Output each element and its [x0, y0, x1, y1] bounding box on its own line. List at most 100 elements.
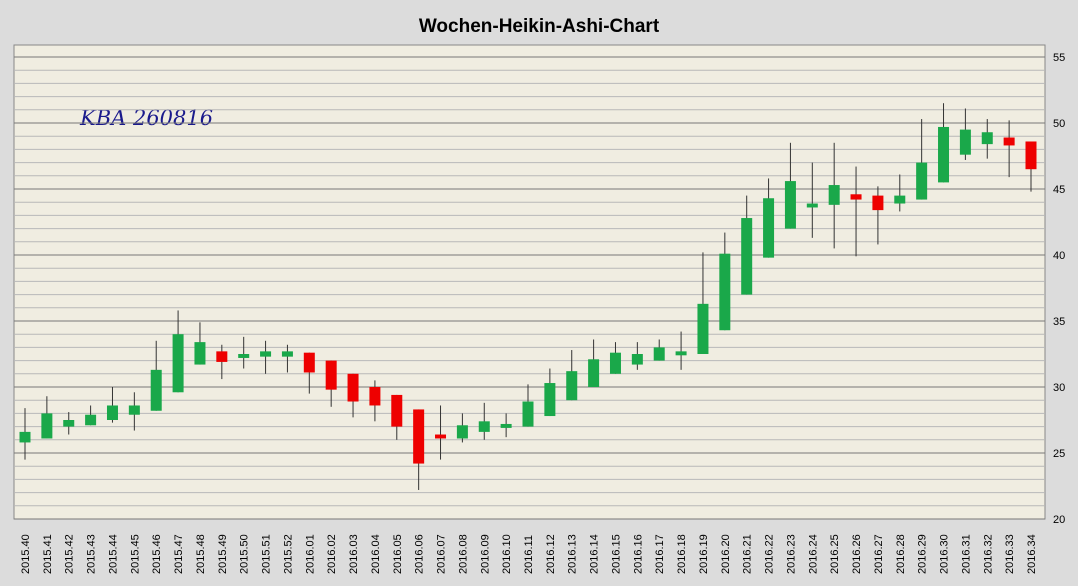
x-tick-label: 2016.06	[414, 534, 426, 574]
candle-body	[216, 351, 228, 362]
candle-body	[128, 405, 140, 415]
candle-body	[631, 354, 643, 365]
candle-body	[63, 420, 75, 427]
candle-body	[1003, 137, 1015, 146]
x-tick-label: 2016.02	[326, 534, 338, 574]
x-tick-label: 2016.27	[873, 534, 885, 574]
x-tick-label: 2016.17	[654, 534, 666, 574]
candle-body	[806, 203, 818, 208]
candle-body	[238, 354, 250, 358]
candle-body	[391, 394, 403, 427]
y-tick-label: 20	[1053, 514, 1065, 526]
candle-body	[566, 371, 578, 401]
x-tick-label: 2016.10	[501, 534, 513, 574]
candle-body	[697, 303, 709, 354]
candle-body	[894, 195, 906, 204]
x-tick-label: 2016.33	[1004, 534, 1016, 574]
candle-body	[281, 351, 293, 357]
y-tick-label: 35	[1053, 316, 1065, 328]
candle-body	[675, 351, 687, 356]
y-tick-label: 55	[1053, 52, 1065, 64]
x-tick-label: 2016.15	[610, 534, 622, 574]
candle-body	[522, 401, 534, 427]
x-tick-label: 2016.01	[304, 534, 316, 574]
candle-body	[41, 413, 53, 439]
x-tick-label: 2016.29	[917, 534, 929, 574]
x-tick-label: 2016.21	[742, 534, 754, 574]
candle-body	[741, 218, 753, 295]
candle-body	[456, 425, 468, 439]
x-tick-label: 2015.42	[64, 534, 76, 574]
candle-body	[653, 347, 665, 361]
x-tick-label: 2016.20	[720, 534, 732, 574]
x-tick-label: 2016.11	[523, 535, 535, 574]
x-tick-label: 2015.48	[195, 534, 207, 574]
x-tick-label: 2016.08	[457, 534, 469, 574]
candle-body	[763, 198, 775, 258]
x-tick-label: 2016.16	[632, 534, 644, 574]
x-tick-label: 2016.30	[939, 534, 951, 574]
x-tick-label: 2016.25	[829, 534, 841, 574]
y-tick-label: 25	[1053, 448, 1065, 460]
candle-body	[85, 414, 97, 426]
candle-body	[1025, 141, 1037, 170]
x-tick-label: 2015.41	[42, 534, 54, 574]
candle-body	[150, 369, 162, 411]
x-tick-label: 2015.43	[86, 534, 98, 574]
x-tick-label: 2016.31	[960, 534, 972, 574]
x-tick-label: 2016.05	[392, 534, 404, 574]
candle-body	[194, 342, 206, 365]
candle-body	[435, 434, 447, 439]
x-tick-label: 2016.09	[479, 534, 491, 574]
x-tick-label: 2016.28	[895, 534, 907, 574]
x-tick-label: 2016.32	[982, 534, 994, 574]
y-tick-label: 30	[1053, 382, 1065, 394]
x-tick-label: 2016.26	[851, 534, 863, 574]
candle-body	[609, 352, 621, 374]
candle-body	[784, 181, 796, 229]
candle-body	[303, 352, 315, 373]
x-tick-label: 2016.03	[348, 534, 360, 574]
candle-body	[959, 129, 971, 155]
candle-body	[19, 431, 31, 443]
candle-body	[478, 421, 490, 432]
x-tick-label: 2015.40	[20, 534, 32, 574]
x-tick-label: 2016.34	[1026, 534, 1038, 574]
candle-body	[719, 253, 731, 331]
candle-body	[916, 162, 928, 200]
x-tick-label: 2016.12	[545, 534, 557, 574]
candle-body	[544, 383, 556, 417]
x-tick-label: 2015.52	[282, 534, 294, 574]
x-tick-label: 2016.23	[785, 534, 797, 574]
candle-body	[500, 423, 512, 428]
x-tick-label: 2015.46	[151, 534, 163, 574]
candle-body	[106, 405, 118, 420]
candle-body	[347, 373, 359, 402]
x-tick-label: 2015.47	[173, 534, 185, 574]
candle-body	[413, 409, 425, 464]
x-tick-label: 2016.24	[807, 534, 819, 574]
candle-body	[850, 194, 862, 200]
candle-body	[938, 126, 950, 183]
candle-body	[369, 387, 381, 406]
candle-body	[828, 185, 840, 205]
y-tick-label: 45	[1053, 184, 1065, 196]
x-tick-label: 2015.44	[107, 534, 119, 574]
x-tick-label: 2016.22	[764, 534, 776, 574]
candle-body	[981, 132, 993, 145]
x-tick-label: 2016.19	[698, 534, 710, 574]
candle-body	[260, 351, 272, 357]
x-tick-label: 2015.45	[129, 534, 141, 574]
y-tick-label: 50	[1053, 118, 1065, 130]
candle-body	[588, 359, 600, 387]
x-tick-label: 2016.14	[589, 534, 601, 574]
candle-body	[325, 360, 337, 390]
candle-body	[872, 195, 884, 211]
x-tick-label: 2016.18	[676, 534, 688, 574]
x-tick-label: 2015.49	[217, 534, 229, 574]
x-tick-label: 2016.13	[567, 534, 579, 574]
x-tick-label: 2015.50	[239, 534, 251, 574]
x-tick-label: 2016.07	[436, 534, 448, 574]
candle-body	[172, 334, 184, 393]
